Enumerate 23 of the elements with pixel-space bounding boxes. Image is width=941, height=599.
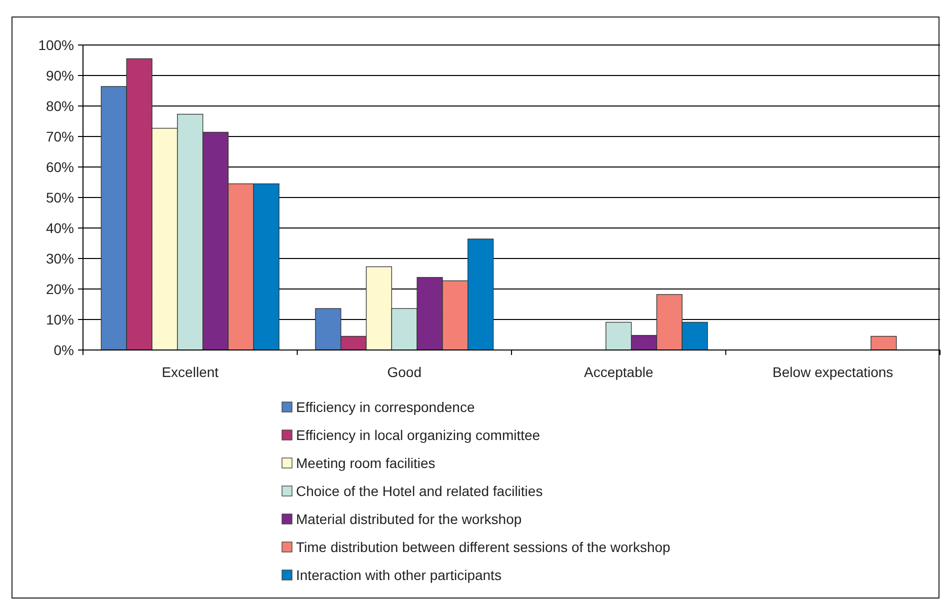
y-tick-label: 80% xyxy=(46,98,74,114)
bar xyxy=(870,336,897,350)
legend-label: Material distributed for the workshop xyxy=(296,510,522,527)
y-tick-label: 90% xyxy=(46,67,74,84)
y-tick-label: 100% xyxy=(38,36,74,53)
y-tick-label: 10% xyxy=(46,311,74,328)
legend-label: Choice of the Hotel and related facilities xyxy=(296,482,543,499)
legend-label: Efficiency in local organizing committee xyxy=(296,426,540,443)
x-tick-label: Below expectations xyxy=(772,364,894,380)
y-tick-label: 60% xyxy=(46,158,74,175)
x-tick-label: Excellent xyxy=(162,364,219,380)
y-tick-label: 50% xyxy=(46,189,74,206)
y-tick-label: 40% xyxy=(46,220,74,236)
x-tick-label: Good xyxy=(387,364,422,380)
y-tick-label: 0% xyxy=(54,342,74,358)
y-tick-label: 20% xyxy=(46,280,74,297)
y-tick-label: 70% xyxy=(46,128,74,144)
legend-label: Interaction with other participants xyxy=(296,566,502,583)
y-tick-label: 30% xyxy=(46,250,74,266)
legend-label: Efficiency in correspondence xyxy=(296,398,475,415)
x-tick-label: Acceptable xyxy=(584,364,654,380)
legend-label: Time distribution between different sessions of the workshop xyxy=(296,538,671,555)
legend-label: Meeting room facilities xyxy=(296,454,436,471)
